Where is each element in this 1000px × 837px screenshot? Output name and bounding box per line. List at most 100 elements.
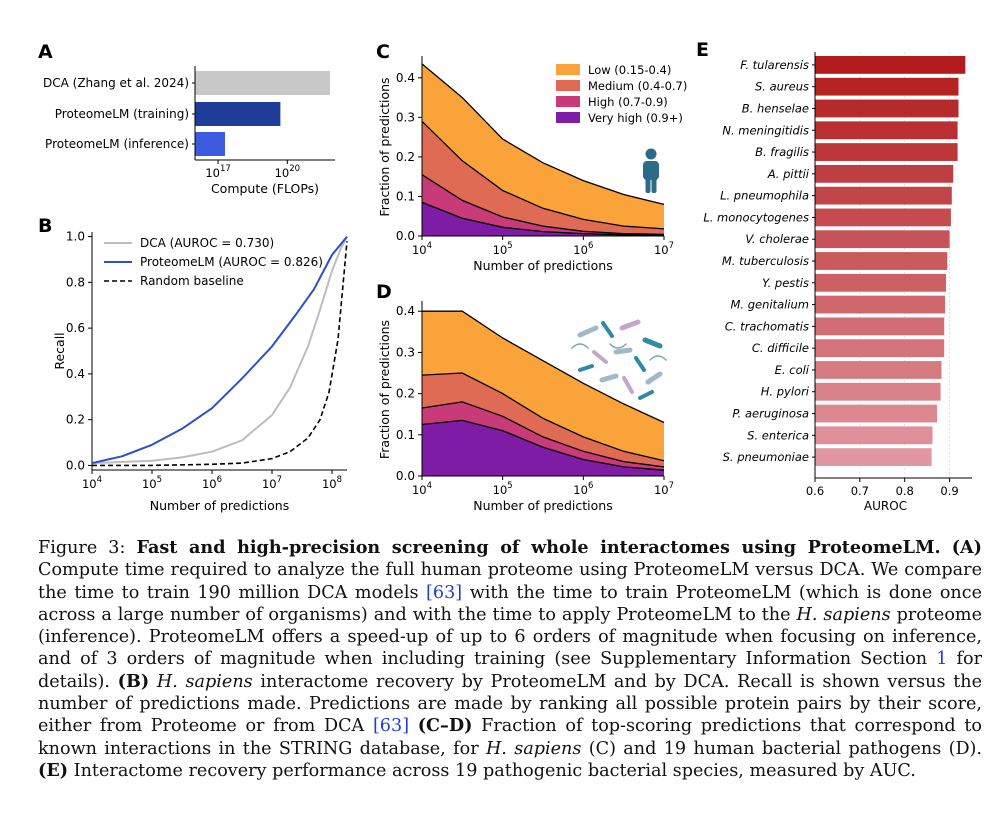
legend-label-c-0: Low (0.15-0.4) (588, 63, 671, 77)
legend-label-b-2: Random baseline (140, 274, 244, 288)
bar-a-2 (195, 132, 225, 156)
caption-species-h-sapiens: H. sapiens (485, 738, 582, 759)
xtick-label-b-0: 104 (82, 475, 102, 491)
xtick-label-b-4: 108 (322, 475, 342, 491)
xtick-label-d-2: 106 (573, 481, 593, 497)
bacteria-icon (571, 319, 667, 400)
bar-e-10 (815, 273, 946, 292)
ylabel-c: Fraction of predictions (377, 77, 392, 216)
bar-e-12 (815, 317, 945, 336)
bar-e-11 (815, 295, 946, 314)
category-label-a-0: DCA (Zhang et al. 2024) (43, 76, 189, 90)
legend-label-b-0: DCA (AUROC = 0.730) (140, 236, 274, 250)
category-label-e-7: L. monocytogenes (703, 210, 809, 224)
caption-tag-a: (A) (951, 537, 983, 558)
panel-a-compute-chart: DCA (Zhang et al. 2024) ProteomeLM (train… (43, 66, 335, 196)
citation-link-63[interactable]: [63] (426, 582, 463, 603)
panel-label-c: C (376, 41, 390, 63)
caption-cd-text-1: Fraction of top-scoring predictions that… (38, 716, 983, 759)
category-label-e-5: A. pittii (767, 167, 810, 181)
area-edge-c-2 (421, 120, 665, 230)
caption-a-text-3: proteome (inference). ProteomeLM offers … (38, 604, 983, 670)
caption-figure-label: Figure 3: (38, 538, 126, 558)
bar-e-7 (815, 208, 951, 227)
panel-label-e: E (696, 39, 709, 61)
bar-e-2 (815, 99, 959, 118)
area-c-1 (422, 174, 664, 236)
ytick-label-d-4: 0.4 (396, 304, 415, 318)
xtick-label-c-3: 107 (654, 241, 674, 257)
xtick-label-a-0: 1017 (205, 164, 230, 180)
legend-label-c-1: Medium (0.4-0.7) (588, 79, 687, 93)
caption-tag-b: (B) (117, 670, 150, 692)
area-c-0 (422, 202, 664, 236)
bar-e-14 (815, 361, 942, 379)
panel-label-a: A (38, 41, 53, 63)
citation-link-63[interactable]: [63] (372, 716, 410, 737)
category-label-e-13: C. difficile (752, 341, 809, 355)
caption-a-text-4: for details). (38, 649, 983, 692)
bar-e-3 (815, 121, 958, 140)
category-label-a-2: ProteomeLM (inference) (45, 137, 189, 151)
area-edge-c-3 (421, 63, 665, 206)
category-label-e-12: C. trachomatis (725, 319, 809, 333)
caption-tag-e: (E) (38, 759, 69, 781)
area-edge-d-2 (421, 372, 665, 462)
area-edge-d-0 (421, 419, 665, 471)
xtick-label-e-0: 0.6 (806, 484, 824, 498)
section-link-1[interactable]: 1 (936, 649, 948, 670)
category-label-e-2: B. henselae (742, 101, 809, 115)
category-label-a-1: ProteomeLM (training) (55, 107, 189, 121)
panel-b-recall-chart: 0.0 0.2 0.4 0.6 0.8 1.0 104 105 106 107 108 Number … (52, 230, 348, 513)
bar-e-5 (815, 164, 954, 183)
area-edge-c-1 (421, 174, 665, 236)
category-label-e-17: S. enterica (747, 428, 809, 442)
series-line-b-1 (91, 235, 348, 465)
ytick-label-d-0: 0.0 (396, 469, 415, 483)
xlabel-b: Number of predictions (150, 498, 289, 513)
category-label-e-15: H. pylori (761, 385, 810, 399)
area-d-0 (422, 420, 664, 476)
category-label-e-0: F. tularensis (740, 58, 809, 72)
legend-swatch-c-3 (556, 112, 580, 123)
ylabel-b: Recall (52, 332, 67, 369)
ylabel-d: Fraction of predictions (377, 320, 392, 459)
ytick-label-d-2: 0.2 (396, 387, 415, 401)
legend-swatch-c-0 (556, 64, 580, 75)
ytick-label-c-1: 0.1 (396, 189, 415, 203)
category-label-e-10: Y. pestis (762, 276, 809, 290)
panel-c-fraction-chart: 0.0 0.1 0.2 0.3 0.4 104 105 106 107 Number of pre… (377, 56, 687, 273)
xtick-label-e-1: 0.7 (851, 484, 869, 498)
series-line-b-0 (91, 236, 348, 465)
xtick-label-e-3: 0.9 (940, 484, 958, 498)
panel-e-auroc-chart: F. tularensis S. aureus B. henselae N. meni… (703, 52, 972, 513)
xlabel-c: Number of predictions (473, 258, 612, 273)
bar-e-6 (815, 186, 952, 205)
xtick-label-d-0: 104 (412, 481, 432, 497)
series-line-b-2 (92, 241, 348, 467)
ytick-label-c-0: 0.0 (396, 229, 415, 243)
bar-a-1 (195, 102, 281, 126)
xtick-label-c-1: 105 (493, 241, 513, 257)
bar-e-16 (815, 404, 937, 423)
bar-e-4 (815, 143, 958, 161)
legend-label-c-3: Very high (0.9+) (588, 111, 683, 125)
bar-a-0 (195, 71, 330, 95)
ytick-label-d-3: 0.3 (396, 345, 415, 359)
ytick-label-b-5: 1.0 (66, 230, 85, 244)
category-label-e-8: V. cholerae (745, 232, 809, 246)
category-label-e-14: E. coli (775, 363, 810, 377)
xtick-label-c-2: 106 (573, 241, 593, 257)
xlabel-d: Number of predictions (473, 498, 612, 513)
xtick-label-e-2: 0.8 (896, 484, 914, 498)
category-label-e-6: L. pneumophila (720, 189, 809, 203)
area-edge-d-1 (421, 401, 665, 468)
bar-e-18 (815, 448, 932, 467)
figure-3: A B C D E DCA (Zhang et al. 2024) Proteom… (38, 39, 972, 513)
area-edge-c-0 (421, 201, 665, 236)
ytick-label-b-2: 0.4 (66, 367, 85, 381)
ytick-label-d-1: 0.1 (396, 428, 415, 442)
bar-e-9 (815, 252, 948, 270)
xtick-label-d-3: 107 (654, 481, 674, 497)
ytick-label-b-0: 0.0 (66, 458, 85, 472)
